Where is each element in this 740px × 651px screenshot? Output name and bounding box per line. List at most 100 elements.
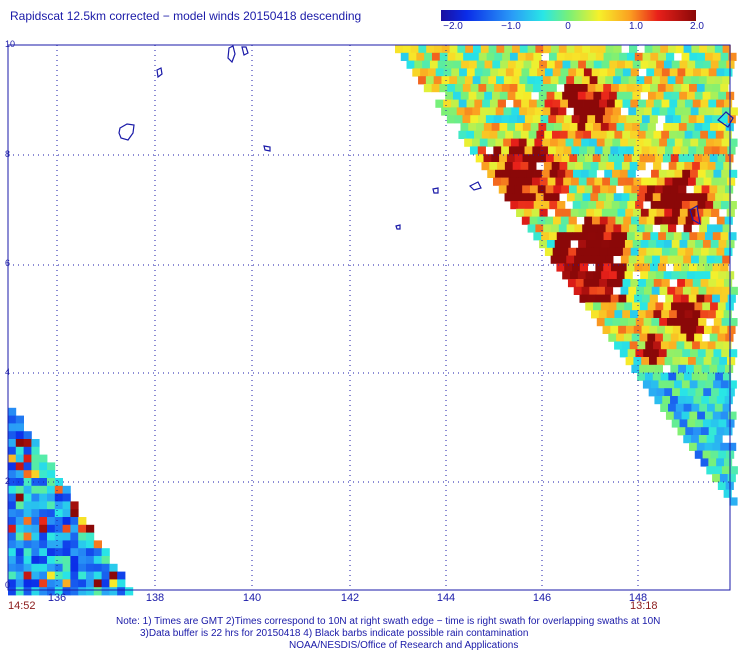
wind-diff-cell	[652, 193, 661, 202]
wind-diff-cell	[570, 60, 579, 69]
wind-diff-cell	[579, 294, 588, 303]
wind-diff-cell	[721, 466, 731, 475]
wind-diff-cell	[673, 84, 682, 93]
wind-diff-cell	[423, 84, 433, 93]
wind-diff-cell	[15, 454, 24, 463]
wind-diff-cell	[549, 169, 558, 178]
wind-diff-cell	[562, 240, 571, 249]
wind-diff-cell	[441, 107, 450, 116]
wind-diff-cell	[62, 571, 71, 580]
wind-diff-cell	[628, 255, 637, 264]
wind-diff-cell	[552, 68, 561, 77]
wind-diff-cell	[574, 45, 583, 54]
wind-diff-cell	[510, 201, 519, 210]
wind-diff-cell	[708, 247, 717, 256]
wind-diff-cell	[595, 263, 604, 272]
wind-diff-cell	[563, 115, 573, 124]
wind-diff-cell	[613, 193, 622, 202]
wind-diff-cell	[600, 185, 609, 194]
wind-diff-cell	[468, 60, 478, 69]
wind-diff-cell	[498, 68, 507, 77]
wind-diff-cell	[460, 123, 469, 132]
wind-diff-cell	[634, 263, 643, 272]
wind-diff-cell	[443, 68, 452, 77]
wind-diff-cell	[8, 446, 17, 455]
wind-diff-cell	[722, 372, 732, 381]
wind-diff-cell	[710, 302, 719, 311]
wind-diff-cell	[677, 99, 686, 108]
wind-diff-cell	[617, 208, 626, 217]
wind-diff-cell	[716, 247, 725, 256]
wind-diff-cell	[609, 60, 618, 69]
wind-diff-cell	[707, 372, 716, 381]
wind-diff-cell	[31, 439, 40, 448]
wind-diff-cell	[678, 123, 688, 132]
wind-diff-cell	[637, 193, 646, 202]
wind-diff-cell	[86, 548, 95, 557]
wind-diff-cell	[692, 130, 701, 139]
wind-diff-cell	[557, 201, 566, 210]
wind-diff-cell	[672, 357, 681, 366]
wind-diff-cell	[47, 470, 56, 479]
wind-diff-cell	[563, 177, 572, 186]
wind-diff-cell	[630, 130, 639, 139]
wind-diff-cell	[662, 185, 671, 194]
wind-diff-cell	[650, 84, 659, 93]
wind-diff-cell	[47, 501, 56, 510]
wind-diff-cell	[517, 84, 526, 93]
wind-diff-cell	[611, 232, 620, 241]
wind-diff-cell	[702, 271, 711, 280]
wind-diff-cell	[600, 123, 610, 132]
wind-diff-cell	[478, 115, 487, 124]
wind-diff-cell	[616, 91, 625, 100]
wind-diff-cell	[54, 517, 63, 526]
wind-diff-cell	[606, 310, 615, 319]
wind-diff-cell	[636, 286, 645, 295]
wind-diff-cell	[599, 216, 609, 225]
wind-diff-cell	[700, 310, 709, 319]
wind-diff-cell	[602, 115, 612, 124]
wind-diff-cell	[676, 130, 686, 139]
wind-diff-cell	[664, 146, 674, 155]
wind-diff-cell	[612, 169, 621, 178]
wind-diff-cell	[549, 201, 558, 210]
wind-diff-cell	[646, 185, 656, 194]
wind-diff-cell	[539, 60, 548, 69]
wind-diff-cell	[728, 380, 737, 389]
wind-diff-cell	[597, 224, 606, 233]
wind-diff-cell	[693, 185, 702, 194]
wind-diff-cell	[550, 255, 559, 264]
wind-diff-cell	[581, 255, 591, 264]
wind-diff-cell	[532, 115, 541, 124]
wind-diff-cell	[425, 76, 435, 85]
wind-diff-cell	[608, 271, 618, 280]
wind-diff-cell	[533, 84, 542, 93]
wind-diff-cell	[614, 130, 623, 139]
wind-diff-cell	[706, 435, 715, 444]
wind-diff-cell	[684, 99, 694, 108]
wind-diff-cell	[86, 587, 95, 596]
wind-diff-cell	[533, 201, 542, 210]
wind-diff-cell	[652, 372, 661, 381]
wind-diff-cell	[689, 380, 698, 389]
wind-diff-cell	[684, 130, 693, 139]
wind-diff-cell	[441, 45, 450, 54]
wind-diff-cell	[721, 138, 730, 147]
wind-diff-cell	[39, 571, 48, 580]
wind-diff-cell	[8, 524, 17, 533]
wind-diff-cell	[619, 201, 628, 210]
wind-diff-cell	[595, 294, 604, 303]
wind-diff-cell	[548, 52, 558, 61]
wind-diff-cell	[495, 107, 504, 116]
wind-diff-cell	[659, 255, 669, 264]
wind-diff-cell	[674, 318, 683, 327]
wind-diff-cell	[668, 224, 677, 233]
wind-diff-cell	[650, 52, 659, 61]
colorbar-label: 0	[565, 21, 571, 32]
wind-diff-cell	[694, 302, 703, 311]
wind-diff-cell	[710, 60, 719, 69]
wind-diff-cell	[486, 84, 495, 93]
wind-diff-cell	[606, 279, 616, 288]
wind-diff-cell	[15, 532, 24, 541]
wind-diff-cell	[648, 240, 657, 249]
